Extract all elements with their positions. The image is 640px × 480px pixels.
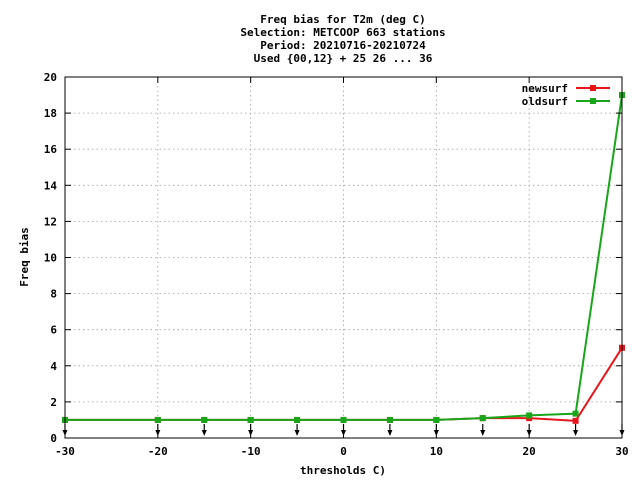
y-tick-label: 2 (50, 396, 57, 409)
title-line-3: Period: 20210716-20210724 (260, 39, 426, 52)
x-tick-label: 20 (523, 445, 536, 458)
y-axis-label: Freq bias (18, 227, 31, 287)
title-line-1: Freq bias for T2m (deg C) (260, 13, 426, 26)
x-axis-label: thresholds C) (300, 464, 386, 477)
y-tick-label: 10 (44, 252, 57, 265)
legend-marker-newsurf (590, 85, 596, 91)
data-point-oldsurf (247, 416, 254, 423)
data-point-oldsurf (154, 416, 161, 423)
y-tick-label: 16 (44, 143, 58, 156)
title-line-4: Used {00,12} + 25 26 ... 36 (254, 52, 433, 65)
threshold-marker (387, 424, 393, 436)
x-tick-label: -20 (148, 445, 168, 458)
data-point-newsurf (572, 417, 579, 424)
series-line-oldsurf (65, 94, 623, 421)
x-tick-label: 0 (340, 445, 347, 458)
grid (65, 77, 622, 438)
legend-label-oldsurf: oldsurf (522, 95, 568, 108)
y-tick-label: 8 (50, 288, 57, 301)
y-tick-label: 14 (44, 179, 58, 192)
y-tick-label: 4 (50, 360, 57, 373)
data-point-oldsurf (572, 410, 579, 417)
data-point-oldsurf (386, 416, 393, 423)
data-point-oldsurf (294, 416, 301, 423)
x-tick-label: 30 (615, 445, 628, 458)
data-point-oldsurf (201, 416, 208, 423)
chart-title: Freq bias for T2m (deg C) Selection: MET… (240, 13, 445, 65)
legend-marker-oldsurf (590, 98, 596, 104)
y-tick-label: 12 (44, 215, 57, 228)
y-tick-label: 20 (44, 71, 57, 84)
x-tick-label: 10 (430, 445, 443, 458)
title-line-2: Selection: METCOOP 663 stations (240, 26, 445, 39)
y-tick-label: 18 (44, 107, 57, 120)
y-tick-label: 0 (50, 432, 57, 445)
ticks: -30 -20 -10 0 10 20 30 0 2 4 6 8 10 12 14 16 18 20 (44, 71, 629, 458)
legend-label-newsurf: newsurf (522, 82, 568, 95)
data-point-oldsurf (526, 412, 533, 419)
data-point-oldsurf (433, 416, 440, 423)
threshold-marker (201, 424, 207, 436)
data-point-oldsurf (340, 416, 347, 423)
threshold-marker (573, 424, 579, 436)
series (62, 92, 625, 424)
threshold-marker (294, 424, 300, 436)
x-tick-label: -30 (55, 445, 75, 458)
y-tick-label: 6 (50, 324, 57, 337)
data-point-oldsurf (479, 415, 486, 422)
threshold-marker (480, 424, 486, 436)
x-tick-label: -10 (241, 445, 261, 458)
